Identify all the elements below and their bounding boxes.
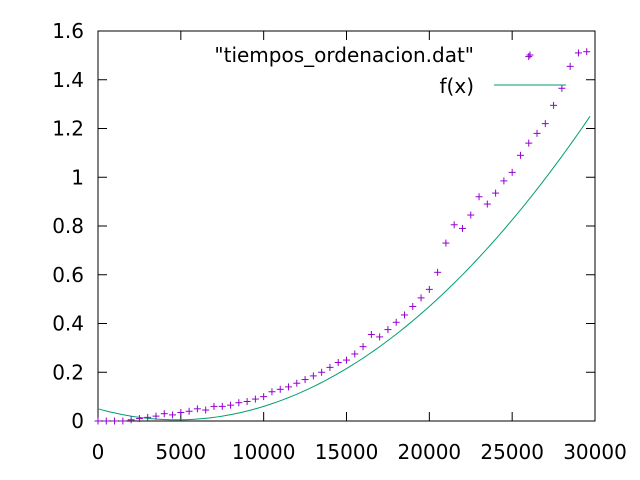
- data-point: [442, 239, 450, 247]
- data-point: [525, 139, 533, 147]
- data-point: [160, 410, 168, 418]
- x-tick-label: 10000: [232, 440, 296, 464]
- data-point: [144, 413, 152, 421]
- x-tick-label: 30000: [563, 440, 627, 464]
- y-tick-label: 0.4: [52, 312, 84, 336]
- data-point: [516, 151, 524, 159]
- data-point: [558, 84, 566, 92]
- y-axis: 0 0.2 0.4 0.6 0.8 1 1.2 1.4 1.6: [52, 19, 595, 433]
- data-point: [384, 326, 392, 334]
- data-point: [541, 120, 549, 128]
- x-tick-label: 25000: [480, 440, 544, 464]
- y-tick-label: 0.6: [52, 263, 84, 287]
- data-point: [135, 415, 143, 423]
- data-point: [326, 363, 334, 371]
- data-point: [483, 200, 491, 208]
- y-tick-label: 0: [71, 409, 84, 433]
- data-point: [94, 417, 102, 425]
- data-point: [227, 401, 235, 409]
- data-point: [392, 318, 400, 326]
- data-point: [409, 302, 417, 310]
- data-point: [343, 356, 350, 364]
- y-tick-label: 0.2: [52, 360, 84, 384]
- data-point: [550, 101, 558, 109]
- data-point: [276, 385, 284, 393]
- data-point: [268, 388, 276, 396]
- data-point: [301, 376, 309, 384]
- data-point: [400, 311, 408, 319]
- y-tick-label: 1.2: [52, 117, 84, 141]
- data-point: [376, 333, 384, 341]
- x-tick-label: 5000: [155, 440, 206, 464]
- data-point: [202, 406, 210, 414]
- data-points-layer: [94, 48, 591, 425]
- data-point: [425, 285, 433, 293]
- x-tick-label: 15000: [315, 440, 379, 464]
- data-point: [260, 393, 268, 401]
- fit-curve-layer: [97, 116, 591, 421]
- legend-sample-data: [526, 51, 534, 59]
- data-point: [467, 211, 475, 219]
- data-point: [111, 417, 119, 425]
- data-point: [434, 268, 442, 276]
- data-point: [169, 411, 177, 419]
- y-tick-label: 1: [71, 165, 84, 189]
- data-point: [566, 62, 574, 70]
- data-point: [210, 402, 218, 410]
- data-point: [193, 405, 201, 413]
- x-tick-label: 0: [92, 440, 105, 464]
- legend-label-fit: f(x): [440, 74, 474, 98]
- data-point: [492, 189, 500, 197]
- data-point: [102, 417, 110, 425]
- data-point: [218, 402, 226, 410]
- y-tick-label: 1.6: [52, 19, 84, 43]
- data-point: [367, 330, 375, 338]
- data-point: [152, 412, 160, 420]
- data-point: [318, 368, 326, 376]
- data-point: [508, 168, 516, 176]
- data-point: [334, 359, 342, 366]
- data-point: [127, 416, 135, 424]
- data-point: [458, 224, 466, 232]
- data-point: [235, 399, 243, 407]
- data-point: [285, 383, 293, 391]
- data-point: [185, 407, 193, 415]
- x-tick-label: 20000: [398, 440, 462, 464]
- data-point: [177, 408, 185, 416]
- fit-curve-line: [97, 116, 591, 421]
- data-point: [359, 343, 367, 351]
- y-tick-label: 0.8: [52, 214, 84, 238]
- data-point: [475, 193, 483, 201]
- legend-label-data: "tiempos_ordenacion.dat": [214, 43, 474, 67]
- data-point: [351, 350, 359, 358]
- data-point: [525, 53, 533, 61]
- data-point: [450, 221, 458, 229]
- data-point: [243, 398, 251, 405]
- data-point: [417, 294, 425, 302]
- y-tick-label: 1.4: [52, 68, 84, 92]
- data-point: [583, 48, 591, 56]
- x-axis: 0 5000 10000 15000 20000 25000 30000: [92, 31, 627, 464]
- data-point: [500, 177, 508, 185]
- data-point: [574, 49, 582, 57]
- data-point: [309, 372, 317, 380]
- legend: "tiempos_ordenacion.dat" f(x): [214, 43, 566, 98]
- data-point: [251, 395, 259, 403]
- data-point: [293, 379, 301, 387]
- data-point: [119, 417, 127, 425]
- data-point: [533, 129, 541, 137]
